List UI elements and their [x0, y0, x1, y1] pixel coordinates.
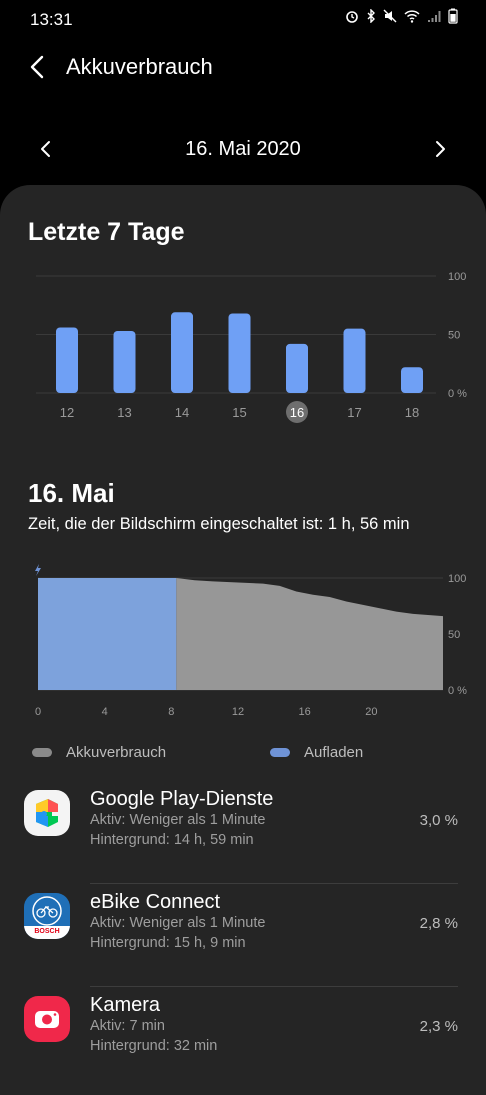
bar-day-17[interactable] [343, 328, 366, 393]
charging-area [38, 578, 177, 690]
bar-day-15[interactable] [228, 313, 251, 393]
bluetooth-icon [366, 8, 376, 26]
app-name: Google Play-Dienste [90, 788, 274, 810]
day-title: 16. Mai [28, 478, 115, 508]
y-tick-label: 50 [448, 330, 460, 342]
charging-bolt-icon [35, 564, 41, 576]
legend-charging: Aufladen [270, 744, 363, 761]
bar-day-12[interactable] [56, 327, 78, 393]
app-background-time: Hintergrund: 32 min [90, 1038, 218, 1054]
usage-legend-dot [32, 748, 52, 757]
x-tick-label[interactable]: 12 [60, 405, 74, 420]
back-button[interactable] [26, 54, 50, 80]
x-tick-label: 8 [168, 706, 174, 718]
y-tick-label: 100 [448, 573, 466, 585]
app-row-kamera[interactable]: Kamera Aktiv: 7 min Hintergrund: 32 min … [0, 988, 486, 1090]
next-day-button[interactable] [432, 138, 448, 160]
x-tick-label: 16 [299, 706, 311, 718]
status-time: 13:31 [30, 10, 73, 29]
y-tick-label: 50 [448, 629, 460, 641]
chevron-left-icon [41, 141, 50, 157]
signal-icon [427, 9, 441, 26]
app-active-time: Aktiv: Weniger als 1 Minute [90, 812, 266, 828]
divider [90, 986, 458, 987]
weekly-title: Letzte 7 Tage [28, 218, 185, 246]
bar-day-14[interactable] [171, 312, 193, 393]
app-active-time: Aktiv: 7 min [90, 1018, 165, 1034]
usage-legend-label: Akkuverbrauch [66, 744, 167, 761]
x-tick-label: 4 [102, 706, 108, 718]
app-percent: 2,8 % [419, 915, 458, 932]
y-tick-label: 0 % [448, 388, 467, 400]
app-row-ebike-connect[interactable]: BOSCH eBike Connect Aktiv: Weniger als 1… [0, 885, 486, 987]
chevron-right-icon [436, 141, 445, 157]
divider [90, 883, 458, 884]
charging-legend-dot [270, 748, 290, 757]
page-title: Akkuverbrauch [66, 54, 213, 79]
google-play-services-icon [24, 790, 70, 836]
bar-day-13[interactable] [113, 330, 136, 393]
app-percent: 2,3 % [419, 1018, 458, 1035]
x-tick-label: 16 [290, 405, 304, 420]
x-tick-label[interactable]: 18 [405, 405, 419, 420]
app-percent: 3,0 % [419, 812, 458, 829]
usage-area [176, 578, 444, 690]
charging-legend-label: Aufladen [304, 744, 364, 761]
app-name: Kamera [90, 994, 161, 1016]
battery-icon [448, 8, 458, 27]
screen-time-text: Zeit, die der Bildschirm eingeschaltet i… [28, 515, 410, 533]
legend-usage: Akkuverbrauch [32, 744, 166, 761]
x-tick-label[interactable]: 15 [232, 405, 246, 420]
back-arrow-icon [30, 55, 44, 79]
x-tick-label[interactable]: 17 [347, 405, 361, 420]
weekly-bar-chart[interactable]: 100 50 0 % 12 13 14 15 16 17 18 [0, 262, 486, 432]
app-background-time: Hintergrund: 14 h, 59 min [90, 832, 254, 848]
ebike-connect-icon: BOSCH [24, 893, 70, 939]
bar-day-16[interactable] [286, 343, 308, 393]
app-active-time: Aktiv: Weniger als 1 Minute [90, 915, 266, 931]
status-icons [345, 8, 458, 27]
x-tick-label: 0 [35, 706, 41, 718]
x-tick-label[interactable]: 13 [117, 405, 131, 420]
app-background-time: Hintergrund: 15 h, 9 min [90, 935, 246, 951]
wifi-icon [404, 9, 420, 26]
app-name: eBike Connect [90, 891, 221, 913]
selected-day-marker [286, 401, 308, 423]
alarm-icon [345, 9, 359, 26]
date-label: 16. Mai 2020 [185, 138, 301, 160]
daily-battery-chart: 100 50 0 % 0 4 8 12 16 20 [35, 564, 467, 718]
x-tick-label: 12 [232, 706, 244, 718]
bosch-logo-text: BOSCH [34, 928, 60, 935]
x-tick-label[interactable]: 14 [175, 405, 189, 420]
previous-day-button[interactable] [38, 138, 54, 160]
camera-icon [24, 996, 70, 1042]
mute-icon [383, 9, 397, 26]
bar-day-18[interactable] [401, 367, 423, 393]
app-row-google-play[interactable]: Google Play-Dienste Aktiv: Weniger als 1… [0, 782, 486, 884]
y-tick-label: 100 [448, 271, 466, 283]
x-tick-label: 20 [365, 706, 377, 718]
y-tick-label: 0 % [448, 685, 467, 697]
